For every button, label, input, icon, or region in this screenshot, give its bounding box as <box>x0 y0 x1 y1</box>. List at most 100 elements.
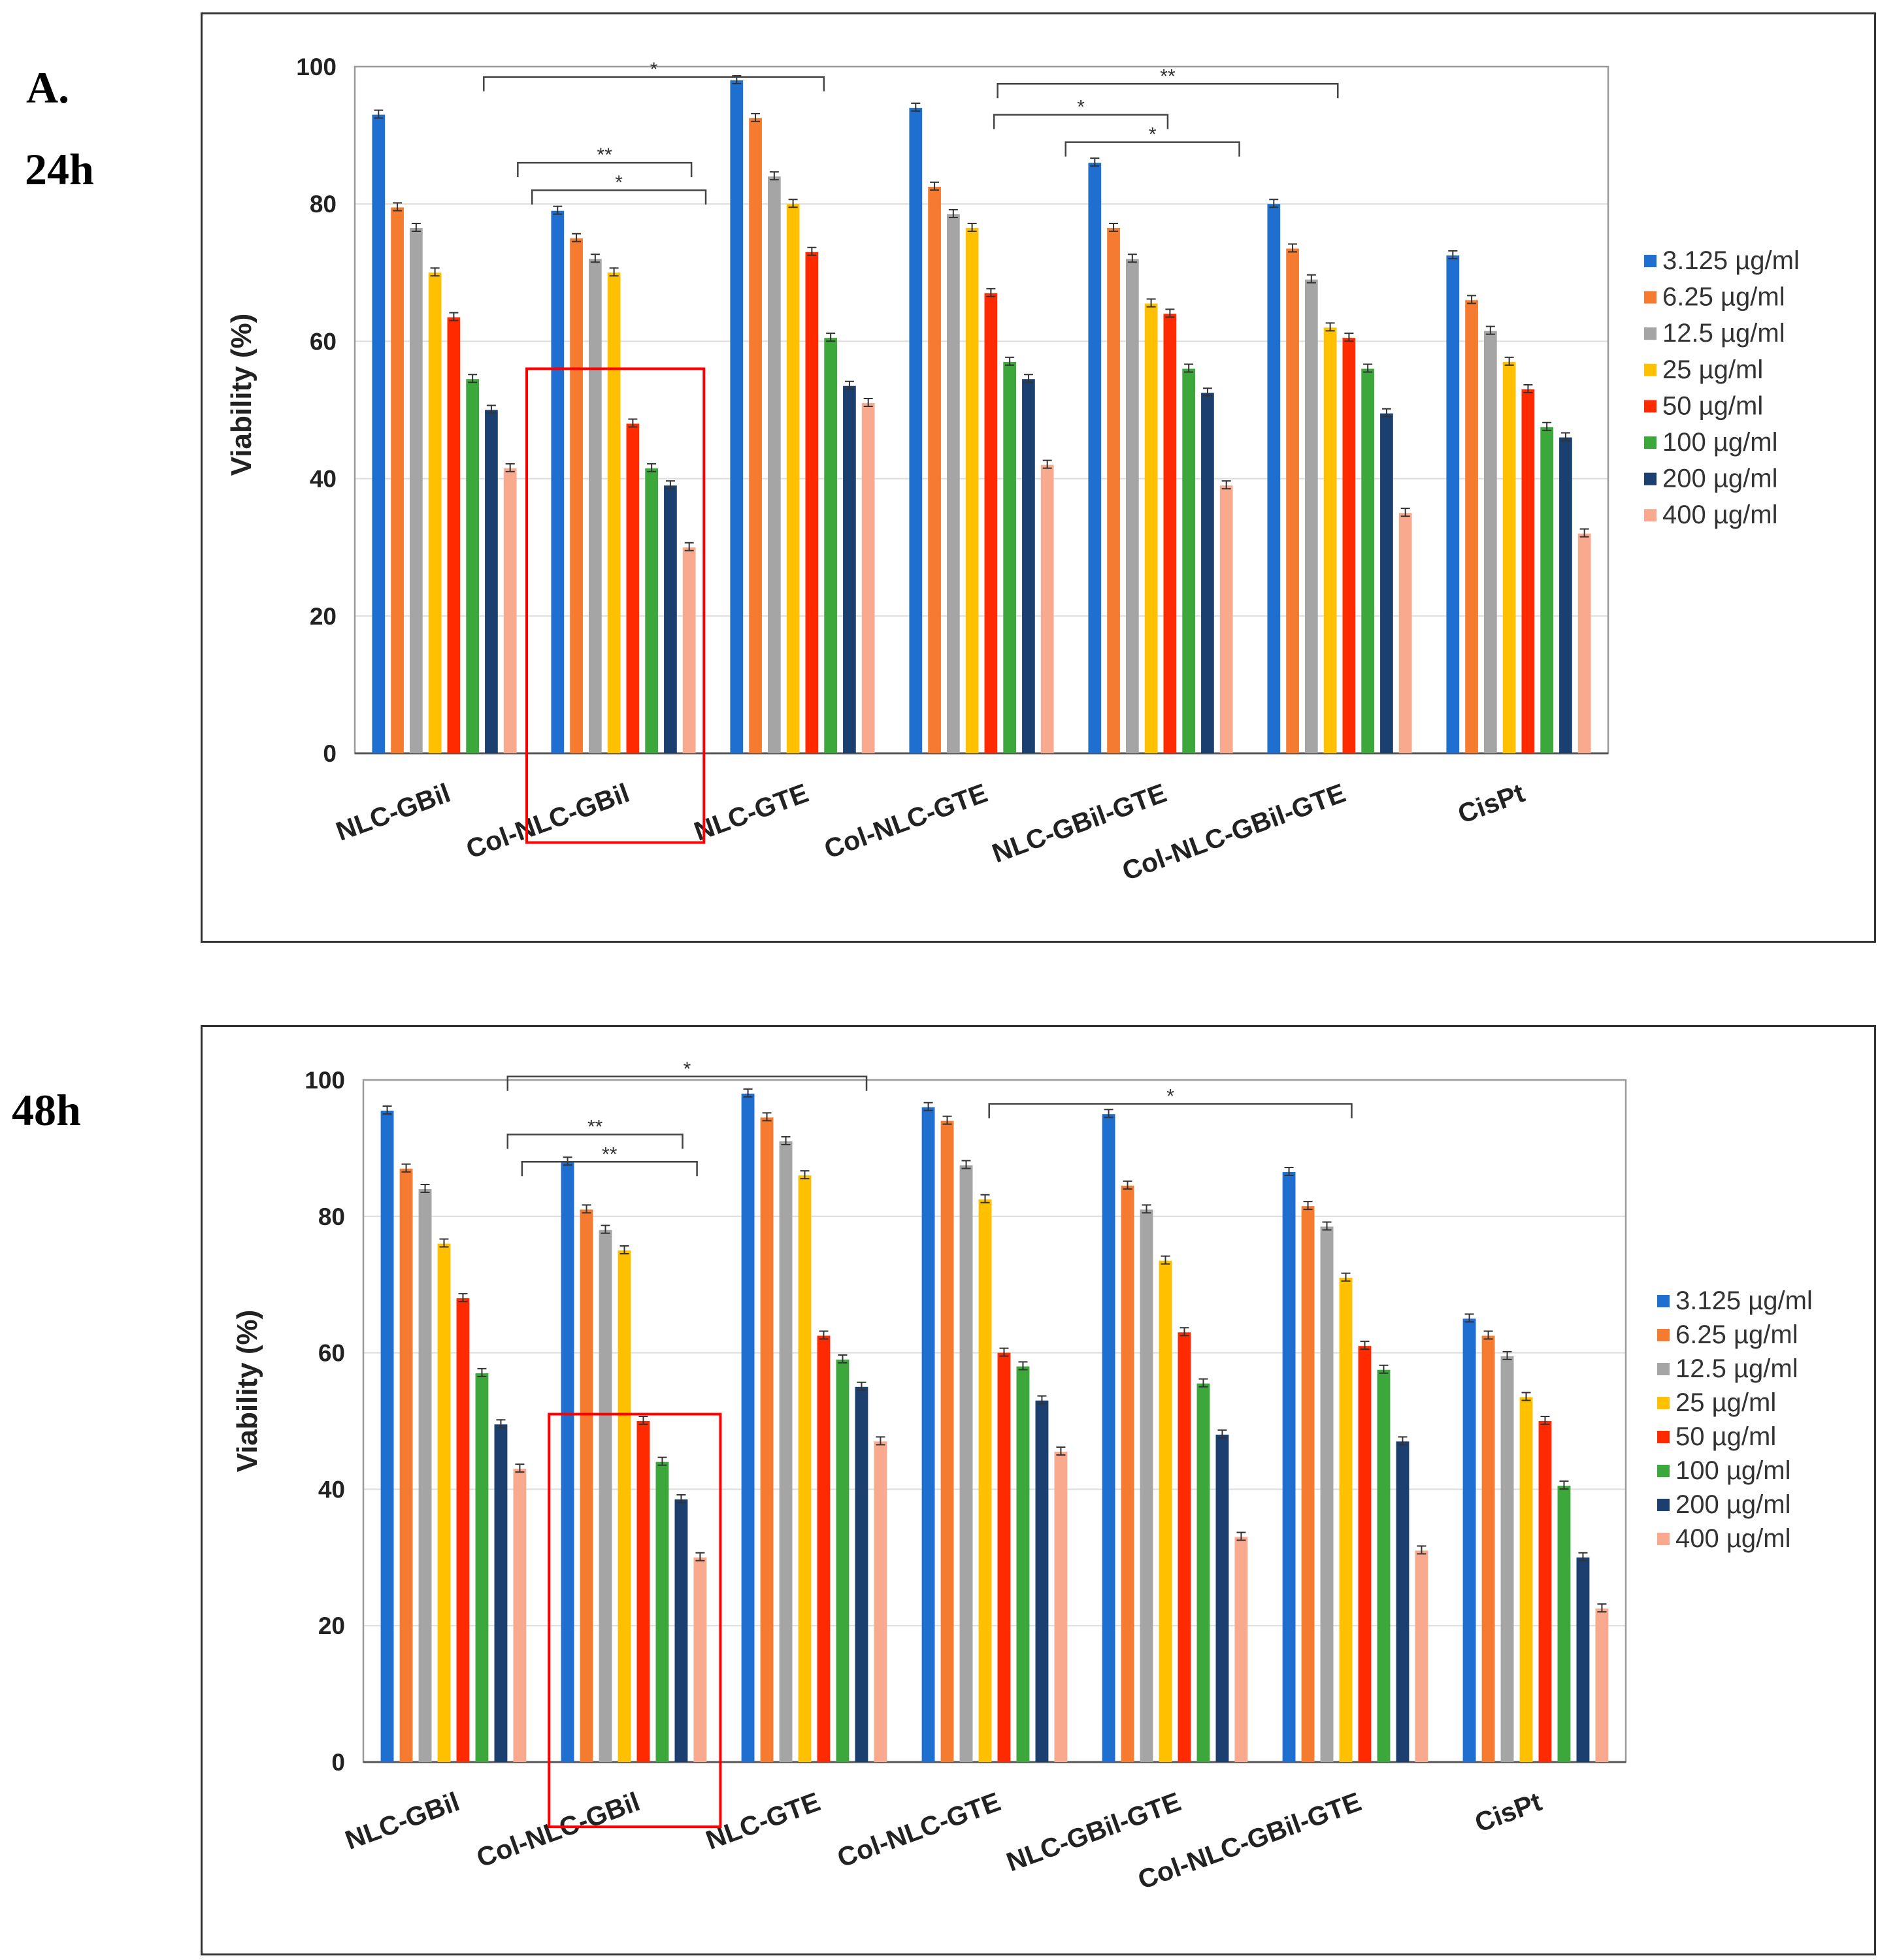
error-bar <box>382 1105 392 1115</box>
bar-Col-NLC-GTE-400 µg/ml <box>1040 465 1054 753</box>
bar-Col-NLC-GBil-25 µg/ml <box>618 1250 631 1762</box>
bar-NLC-GTE-100 µg/ml <box>824 338 838 753</box>
bar-NLC-GBil-100 µg/ml <box>475 1373 489 1762</box>
error-bar <box>1502 1350 1512 1360</box>
y-tick-label: 60 <box>310 328 337 355</box>
panel-label-48h: 48h <box>12 1085 81 1135</box>
significance-label: ** <box>597 144 613 166</box>
y-tick-label: 80 <box>310 191 337 218</box>
y-tick-label: 0 <box>323 740 337 767</box>
bar-NLC-GBil-25 µg/ml <box>428 272 442 753</box>
bar-Col-NLC-GBil-GTE-400 µg/ml <box>1415 1550 1428 1762</box>
y-tick-label: 40 <box>310 466 337 493</box>
bar-Col-NLC-GBil-GTE-12.5 µg/ml <box>1320 1226 1334 1762</box>
bar-Col-NLC-GBil-GTE-200 µg/ml <box>1396 1441 1410 1762</box>
error-bar <box>449 312 459 321</box>
significance-label: ** <box>602 1143 618 1165</box>
error-bar <box>628 418 638 428</box>
bar-NLC-GBil-GTE-3.125 µg/ml <box>1088 163 1102 753</box>
error-bar <box>1221 480 1231 490</box>
bar-Col-NLC-GBil-GTE-100 µg/ml <box>1361 368 1375 753</box>
bar-Col-NLC-GBil-50 µg/ml <box>626 423 640 753</box>
legend-swatch <box>1657 1431 1670 1443</box>
legend-swatch <box>1657 1533 1670 1545</box>
bar-Col-NLC-GBil-6.25 µg/ml <box>580 1209 593 1762</box>
error-bar <box>695 1552 705 1561</box>
bar-Col-NLC-GTE-100 µg/ml <box>1016 1366 1030 1762</box>
bar-Col-NLC-GBil-6.25 µg/ml <box>570 238 583 753</box>
category-label: NLC-GBil <box>341 1786 463 1855</box>
legend-swatch <box>1644 400 1657 413</box>
y-tick-label: 40 <box>318 1476 345 1503</box>
bar-NLC-GTE-25 µg/ml <box>786 204 800 753</box>
bar-Col-NLC-GBil-GTE-6.25 µg/ml <box>1286 248 1299 753</box>
bar-CisPt-3.125 µg/ml <box>1462 1318 1476 1762</box>
error-bar <box>430 267 440 277</box>
bar-Col-NLC-GBil-200 µg/ml <box>664 485 677 753</box>
bar-NLC-GTE-200 µg/ml <box>855 1386 868 1762</box>
error-bar <box>1142 1204 1151 1214</box>
error-bar <box>1448 250 1458 260</box>
legend-label: 12.5 µg/ml <box>1675 1354 1798 1383</box>
error-bar <box>1018 1361 1028 1371</box>
error-bar <box>486 404 496 414</box>
error-bar <box>1579 528 1589 538</box>
bar-NLC-GBil-GTE-25 µg/ml <box>1159 1260 1172 1762</box>
bar-NLC-GTE-400 µg/ml <box>861 402 875 753</box>
bar-NLC-GTE-12.5 µg/ml <box>779 1141 793 1762</box>
legend-swatch <box>1657 1397 1670 1409</box>
error-bar <box>1578 1552 1588 1561</box>
error-bar <box>1504 356 1514 366</box>
error-bar <box>967 222 977 232</box>
error-bar <box>948 208 958 218</box>
error-bar <box>1269 199 1279 208</box>
error-bar <box>1485 325 1495 335</box>
bar-Col-NLC-GBil-GTE-50 µg/ml <box>1358 1346 1372 1762</box>
bar-Col-NLC-GBil-25 µg/ml <box>607 272 621 753</box>
bar-Col-NLC-GBil-3.125 µg/ml <box>561 1162 574 1762</box>
error-bar <box>458 1293 468 1303</box>
significance-bracket <box>997 83 1339 99</box>
error-bar <box>986 287 996 297</box>
error-bar <box>1127 253 1137 263</box>
bar-NLC-GTE-400 µg/ml <box>874 1441 887 1762</box>
legend-swatch <box>1644 363 1657 376</box>
bar-NLC-GTE-3.125 µg/ml <box>741 1093 755 1762</box>
error-bar <box>930 181 940 191</box>
bar-CisPt-50 µg/ml <box>1538 1421 1552 1762</box>
error-bar <box>590 253 600 263</box>
bar-Col-NLC-GBil-GTE-200 µg/ml <box>1380 413 1393 753</box>
significance-label: ** <box>587 1117 603 1138</box>
error-bar <box>1202 387 1212 397</box>
legend-swatch <box>1657 1499 1670 1511</box>
bar-NLC-GBil-12.5 µg/ml <box>418 1189 432 1762</box>
bar-NLC-GTE-25 µg/ml <box>798 1175 812 1762</box>
error-bar <box>420 1184 430 1194</box>
bar-Col-NLC-GTE-25 µg/ml <box>965 227 979 753</box>
error-bar <box>800 1170 810 1180</box>
bar-NLC-GBil-400 µg/ml <box>503 468 517 753</box>
error-bar <box>769 171 779 181</box>
bar-NLC-GBil-200 µg/ml <box>494 1424 508 1762</box>
category-label: Col-NLC-GBil <box>472 1786 644 1873</box>
error-bar <box>1303 1201 1313 1211</box>
error-bar <box>1023 374 1033 384</box>
error-bar <box>601 1224 610 1234</box>
bar-NLC-GBil-100 µg/ml <box>466 379 480 753</box>
error-bar <box>1184 363 1194 373</box>
highlight-box <box>548 1413 722 1829</box>
error-bar <box>638 1416 648 1425</box>
bar-NLC-GBil-25 µg/ml <box>437 1243 451 1762</box>
error-bar <box>1322 1221 1332 1231</box>
bar-Col-NLC-GBil-12.5 µg/ml <box>588 259 602 753</box>
error-bar <box>1363 363 1373 373</box>
bar-Col-NLC-GTE-12.5 µg/ml <box>946 214 960 754</box>
bar-NLC-GBil-12.5 µg/ml <box>409 227 423 753</box>
significance-label: * <box>1149 124 1157 146</box>
error-bar <box>411 222 421 232</box>
error-bar <box>1542 421 1552 431</box>
significance-bracket <box>483 76 825 91</box>
